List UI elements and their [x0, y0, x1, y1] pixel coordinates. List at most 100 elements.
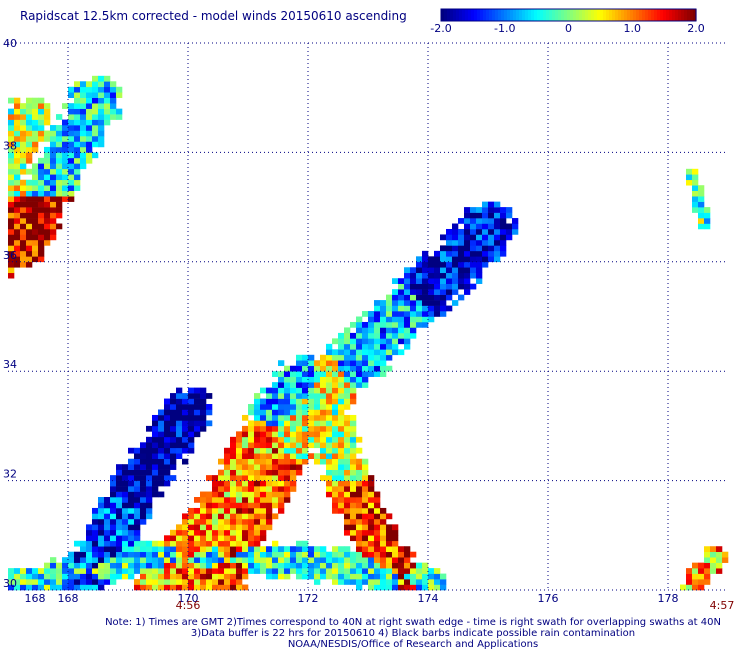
colorbar-segment	[675, 9, 679, 21]
wind-cell	[254, 562, 261, 569]
wind-cell	[218, 579, 225, 585]
wind-cell	[188, 584, 195, 591]
wind-cell	[308, 551, 315, 558]
wind-cell	[56, 125, 63, 131]
wind-cell	[44, 234, 51, 241]
wind-cell	[218, 540, 225, 547]
wind-cell	[344, 360, 351, 367]
colorbar-segment	[564, 9, 568, 21]
wind-cell	[476, 267, 483, 274]
wind-cell	[332, 453, 339, 460]
wind-cell	[356, 365, 363, 372]
plot-area	[8, 42, 729, 591]
wind-cell	[344, 546, 351, 553]
wind-cell	[326, 453, 333, 460]
wind-cell	[386, 365, 393, 372]
wind-cell	[248, 540, 255, 547]
wind-cell	[56, 584, 63, 591]
colorbar-segment	[456, 9, 460, 21]
wind-cell	[248, 497, 255, 503]
wind-cell	[248, 502, 255, 509]
wind-cell	[8, 163, 15, 170]
wind-cell	[152, 568, 159, 574]
wind-cell	[368, 475, 375, 481]
wind-cell	[62, 141, 69, 148]
wind-cell	[392, 535, 399, 542]
wind-cell	[104, 81, 111, 88]
wind-cell	[422, 256, 429, 263]
wind-cell	[8, 152, 15, 159]
wind-cell	[236, 529, 243, 536]
colorbar-segment	[615, 9, 619, 21]
wind-cell	[290, 562, 297, 569]
wind-cell	[110, 551, 117, 558]
wind-cell	[62, 157, 69, 164]
wind-cell	[80, 92, 87, 98]
wind-cell	[74, 125, 81, 131]
wind-cell	[332, 573, 339, 580]
wind-cell	[458, 245, 465, 252]
colorbar-segment	[516, 9, 520, 21]
wind-cell	[410, 300, 417, 306]
wind-cell	[482, 261, 489, 268]
wind-cell	[224, 551, 231, 558]
wind-cell	[128, 447, 135, 454]
wind-cell	[74, 573, 81, 580]
wind-cell	[260, 387, 267, 394]
wind-cell	[422, 311, 429, 317]
wind-cell	[206, 420, 213, 427]
wind-cell	[146, 469, 153, 476]
wind-cell	[326, 365, 333, 372]
wind-cell	[350, 442, 357, 449]
wind-cell	[302, 453, 309, 460]
wind-cell	[14, 141, 21, 148]
wind-cell	[434, 568, 441, 574]
wind-cell	[500, 234, 507, 241]
wind-cell	[152, 447, 159, 454]
wind-cell	[260, 425, 267, 432]
wind-cell	[158, 573, 165, 580]
wind-cell	[332, 338, 339, 345]
wind-cell	[146, 568, 153, 574]
wind-cell	[296, 425, 303, 432]
wind-cell	[242, 425, 249, 432]
wind-cell	[164, 442, 171, 449]
wind-cell	[224, 497, 231, 503]
wind-cell	[86, 557, 93, 563]
wind-cell	[308, 414, 315, 421]
wind-cell	[110, 546, 117, 553]
wind-cell	[350, 371, 357, 377]
wind-cell	[206, 507, 213, 514]
wind-cell	[410, 294, 417, 301]
wind-cell	[224, 491, 231, 498]
wind-cell	[326, 387, 333, 394]
wind-cell	[128, 464, 135, 470]
wind-cell	[320, 420, 327, 427]
wind-cell	[428, 311, 435, 317]
wind-cell	[398, 338, 405, 345]
wind-cell	[38, 228, 45, 235]
wind-cell	[446, 245, 453, 252]
wind-cell	[470, 267, 477, 274]
wind-cell	[188, 518, 195, 525]
wind-cell	[212, 540, 219, 547]
wind-cell	[452, 272, 459, 279]
wind-cell	[242, 507, 249, 514]
wind-cell	[80, 135, 87, 142]
wind-cell	[278, 398, 285, 405]
wind-cell	[38, 579, 45, 585]
wind-cell	[380, 518, 387, 525]
wind-cell	[80, 146, 87, 153]
wind-cell	[32, 573, 39, 580]
wind-cell	[74, 141, 81, 148]
wind-cell	[380, 551, 387, 558]
wind-cell	[704, 557, 711, 563]
colorbar-segment	[672, 9, 676, 21]
wind-cell	[356, 338, 363, 345]
note-line-1: Note: 1) Times are GMT 2)Times correspon…	[105, 617, 721, 628]
wind-cell	[206, 568, 213, 574]
wind-cell	[20, 579, 27, 585]
wind-cell	[236, 436, 243, 443]
wind-cell	[314, 398, 321, 405]
wind-cell	[224, 518, 231, 525]
